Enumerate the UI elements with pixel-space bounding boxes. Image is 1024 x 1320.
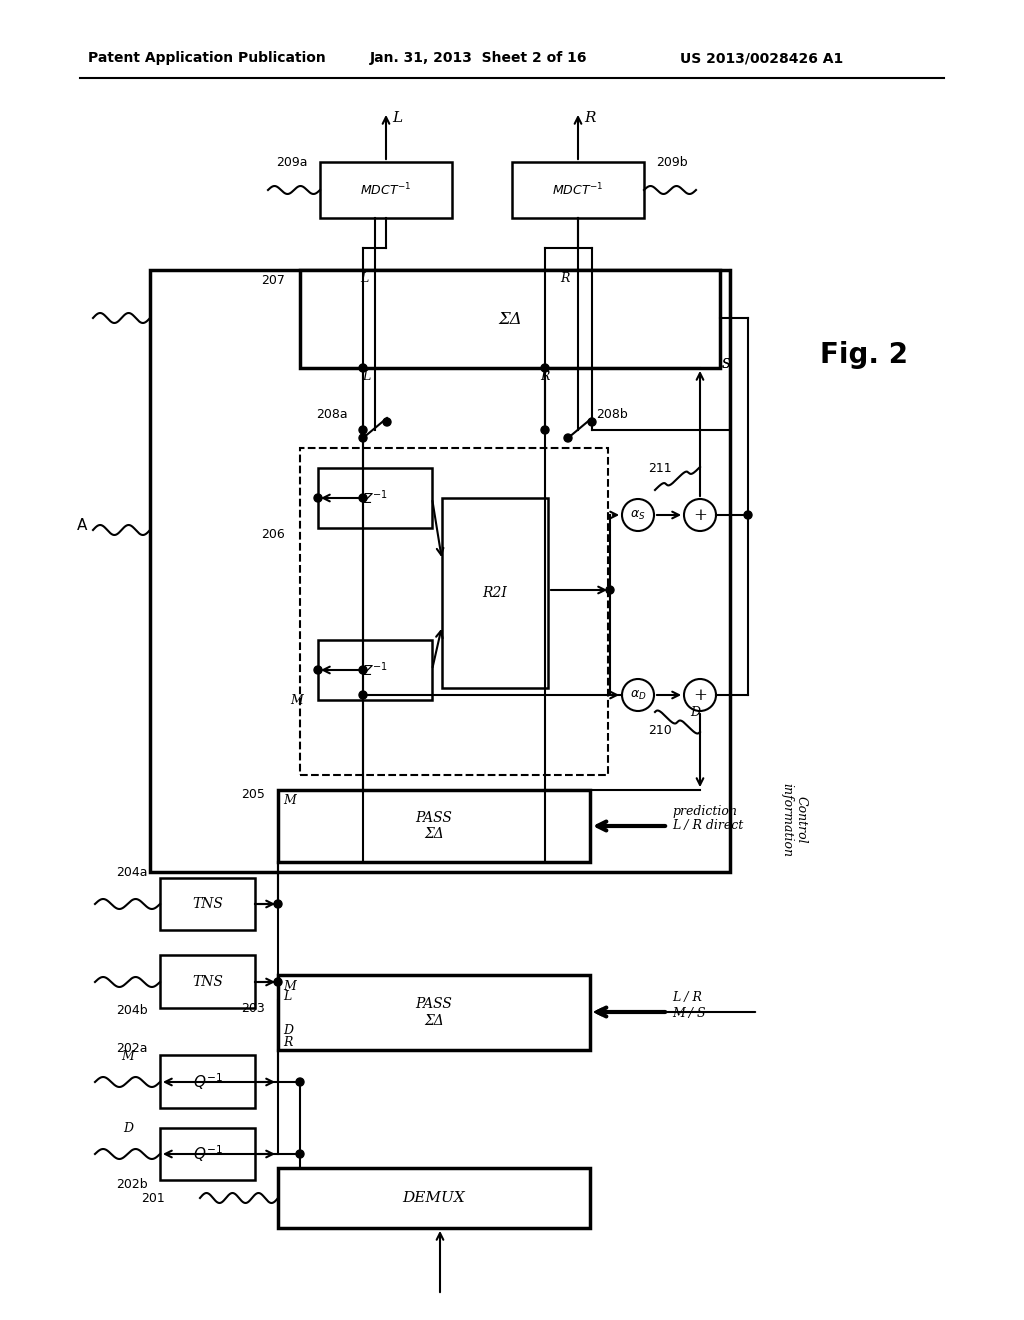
Bar: [160, 1129, 255, 1180]
Bar: [442, 498, 548, 688]
Text: R2I: R2I: [482, 586, 508, 601]
Circle shape: [564, 434, 572, 442]
Text: 210: 210: [648, 723, 672, 737]
Text: +: +: [693, 686, 707, 704]
Circle shape: [296, 1078, 304, 1086]
Circle shape: [274, 978, 282, 986]
Text: $Q^{-1}$: $Q^{-1}$: [193, 1143, 222, 1164]
Text: S: S: [722, 359, 731, 371]
Text: DEMUX: DEMUX: [402, 1191, 465, 1205]
Circle shape: [383, 418, 391, 426]
Circle shape: [588, 418, 596, 426]
Text: 209a: 209a: [276, 156, 308, 169]
Text: 204b: 204b: [117, 1003, 148, 1016]
Bar: [512, 162, 644, 218]
Bar: [278, 789, 590, 862]
Text: L: L: [392, 111, 402, 125]
Circle shape: [274, 900, 282, 908]
Text: D: D: [690, 705, 700, 718]
Bar: [318, 640, 432, 700]
Circle shape: [359, 364, 367, 372]
Text: M: M: [283, 793, 296, 807]
Text: Control
information: Control information: [780, 783, 808, 857]
Text: $Q^{-1}$: $Q^{-1}$: [193, 1071, 222, 1092]
Text: $Z^{-1}$: $Z^{-1}$: [361, 488, 388, 507]
Text: 205: 205: [241, 788, 265, 801]
Circle shape: [606, 586, 614, 594]
Text: 209b: 209b: [656, 156, 688, 169]
Text: 207: 207: [261, 273, 285, 286]
Text: $\alpha_S$: $\alpha_S$: [630, 508, 646, 521]
Text: $Z^{-1}$: $Z^{-1}$: [361, 661, 388, 680]
Text: D: D: [123, 1122, 133, 1135]
Text: PASS
ΣΔ: PASS ΣΔ: [416, 998, 453, 1027]
Text: L / R: L / R: [672, 991, 701, 1005]
Text: 211: 211: [648, 462, 672, 474]
Text: $\alpha_D$: $\alpha_D$: [630, 689, 646, 701]
Circle shape: [314, 667, 322, 675]
Bar: [160, 878, 255, 931]
Bar: [150, 271, 730, 873]
Circle shape: [541, 364, 549, 372]
Text: Fig. 2: Fig. 2: [820, 341, 908, 370]
Text: R: R: [283, 1035, 293, 1048]
Text: PASS
ΣΔ: PASS ΣΔ: [416, 810, 453, 841]
Bar: [160, 954, 255, 1008]
Text: TNS: TNS: [193, 974, 223, 989]
Text: L: L: [361, 370, 370, 383]
Bar: [278, 1168, 590, 1228]
Circle shape: [359, 434, 367, 442]
Text: M: M: [290, 693, 303, 706]
Bar: [318, 469, 432, 528]
Circle shape: [359, 667, 367, 675]
Text: +: +: [693, 507, 707, 524]
Text: L: L: [360, 272, 369, 285]
Text: 208a: 208a: [316, 408, 348, 421]
Text: M: M: [122, 1049, 134, 1063]
Text: prediction: prediction: [672, 805, 737, 818]
Bar: [278, 975, 590, 1049]
Text: 204a: 204a: [117, 866, 148, 879]
Text: L: L: [283, 990, 291, 1003]
Circle shape: [359, 494, 367, 502]
Text: R: R: [584, 111, 596, 125]
Text: M: M: [283, 981, 296, 994]
Text: S: S: [722, 359, 731, 371]
Circle shape: [359, 426, 367, 434]
Text: 208b: 208b: [596, 408, 628, 421]
Bar: [300, 447, 608, 775]
Text: L / R direct: L / R direct: [672, 820, 743, 833]
Text: A: A: [77, 517, 87, 532]
Text: 202a: 202a: [117, 1041, 148, 1055]
Text: 206: 206: [261, 528, 285, 541]
Text: ΣΔ: ΣΔ: [498, 310, 522, 327]
Text: R: R: [541, 370, 550, 383]
Text: 203: 203: [242, 1002, 265, 1015]
Text: $MDCT^{-1}$: $MDCT^{-1}$: [552, 182, 604, 198]
Text: 202b: 202b: [117, 1179, 148, 1192]
Circle shape: [744, 511, 752, 519]
Text: TNS: TNS: [193, 898, 223, 911]
Text: 201: 201: [141, 1192, 165, 1204]
Bar: [160, 1055, 255, 1107]
Text: Patent Application Publication: Patent Application Publication: [88, 51, 326, 65]
Text: $MDCT^{-1}$: $MDCT^{-1}$: [360, 182, 412, 198]
Circle shape: [359, 690, 367, 700]
Circle shape: [314, 494, 322, 502]
Text: R: R: [560, 272, 569, 285]
Circle shape: [541, 426, 549, 434]
Text: US 2013/0028426 A1: US 2013/0028426 A1: [680, 51, 843, 65]
Bar: [319, 162, 452, 218]
Circle shape: [296, 1150, 304, 1158]
Text: M / S: M / S: [672, 1006, 706, 1019]
Text: Jan. 31, 2013  Sheet 2 of 16: Jan. 31, 2013 Sheet 2 of 16: [370, 51, 588, 65]
Bar: [300, 271, 720, 368]
Text: D: D: [283, 1023, 293, 1036]
